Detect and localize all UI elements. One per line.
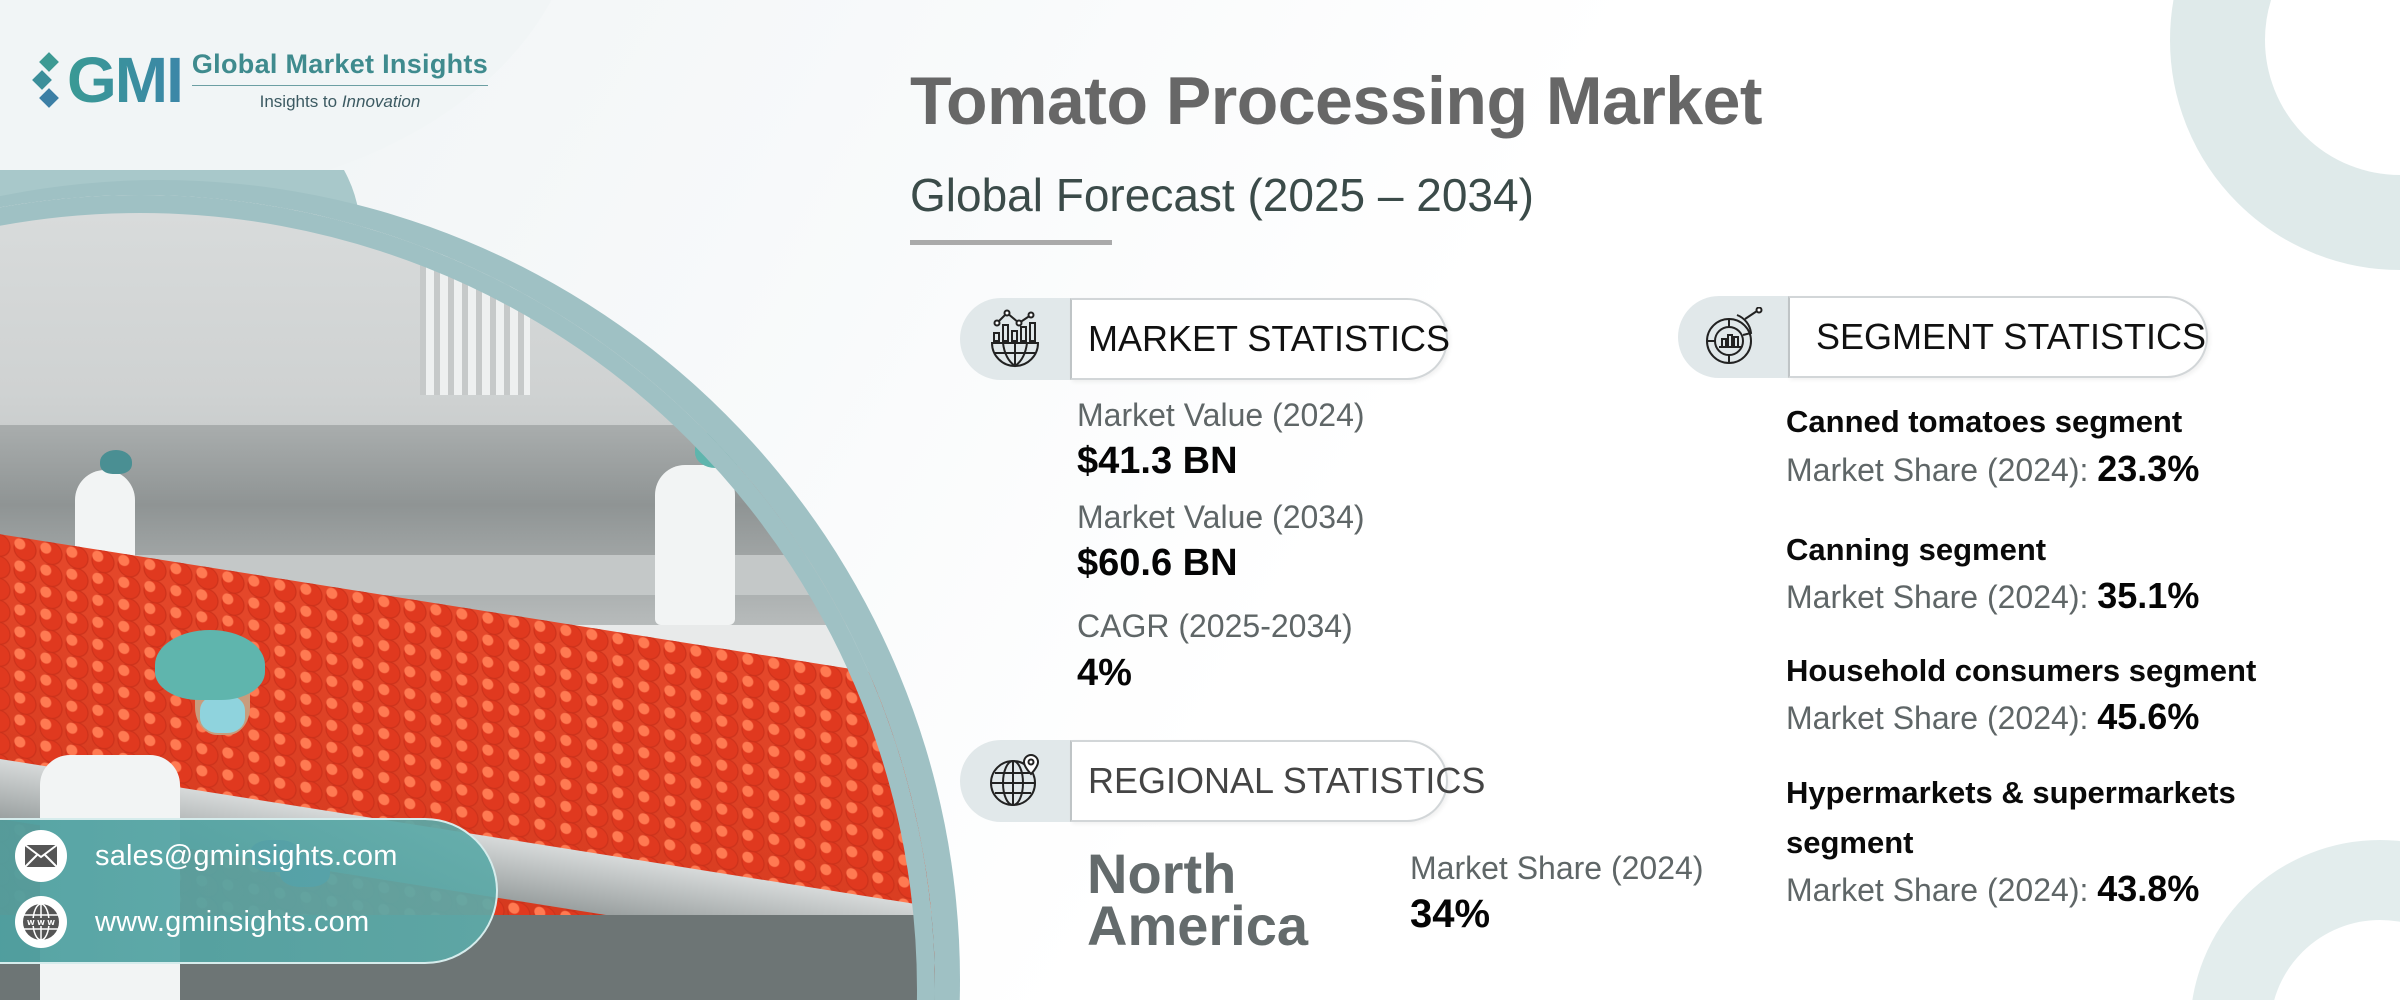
contact-email[interactable]: sales@gminsights.com: [15, 830, 398, 882]
market-statistics-header: MARKET STATISTICS: [960, 298, 1450, 380]
market-value-2024: $41.3 BN: [1077, 440, 1238, 482]
company-logo[interactable]: GMI Global Market Insights Insights to I…: [32, 44, 489, 116]
region-share-value: 34%: [1410, 892, 1491, 936]
segment-name-continued: segment: [1786, 825, 1914, 860]
segment-share: Market Share (2024): 35.1%: [1786, 575, 2200, 616]
segment-share: Market Share (2024): 43.8%: [1786, 868, 2200, 909]
svg-text:W W W: W W W: [27, 919, 55, 927]
tomato-processing-scene: [0, 195, 935, 1000]
page-title: Tomato Processing Market: [910, 63, 1763, 139]
regional-statistics-title: REGIONAL STATISTICS: [1070, 740, 1485, 822]
segment-name: Canned tomatoes segment: [1786, 404, 2183, 439]
region-name: North America: [1087, 842, 1309, 957]
segment-statistics-header: SEGMENT STATISTICS: [1678, 296, 2208, 378]
contact-bar: sales@gminsights.com W W W www.gminsight…: [0, 818, 498, 964]
segment-share: Market Share (2024): 45.6%: [1786, 696, 2200, 737]
cagr-label: CAGR (2025-2034): [1077, 608, 1353, 644]
contact-website[interactable]: W W W www.gminsights.com: [15, 896, 369, 948]
segment-name: Hypermarkets & supermarkets: [1786, 775, 2236, 810]
www-globe-icon: W W W: [15, 896, 67, 948]
market-statistics-title: MARKET STATISTICS: [1070, 298, 1450, 380]
region-share-label: Market Share (2024): [1410, 850, 1704, 886]
globe-bar-chart-icon: [960, 298, 1070, 380]
logo-diamonds-icon: [32, 52, 63, 108]
logo-mark: GMI: [32, 44, 184, 116]
page-subtitle: Global Forecast (2025 – 2034): [910, 169, 1534, 221]
segment-statistics-title: SEGMENT STATISTICS: [1788, 296, 2208, 378]
website-link[interactable]: www.gminsights.com: [95, 905, 370, 938]
logo-gmi-text: GMI: [67, 44, 184, 116]
market-value-2024-label: Market Value (2024): [1077, 397, 1365, 433]
brand-tagline: Insights to Innovation: [259, 91, 421, 111]
segment-share: Market Share (2024): 23.3%: [1786, 448, 2200, 489]
market-value-2034-label: Market Value (2034): [1077, 499, 1365, 535]
segment-name: Canning segment: [1786, 532, 2047, 567]
pie-bar-chart-icon: [1678, 296, 1788, 378]
globe-pin-icon: [960, 740, 1070, 822]
envelope-icon: [15, 830, 67, 882]
cagr-value: 4%: [1077, 652, 1132, 694]
title-underline: [910, 240, 1112, 245]
brand-name: Global Market Insights: [191, 49, 489, 86]
market-value-2034: $60.6 BN: [1077, 542, 1238, 584]
email-link[interactable]: sales@gminsights.com: [95, 839, 398, 872]
regional-statistics-header: REGIONAL STATISTICS: [960, 740, 1485, 822]
segment-name: Household consumers segment: [1786, 653, 2257, 688]
